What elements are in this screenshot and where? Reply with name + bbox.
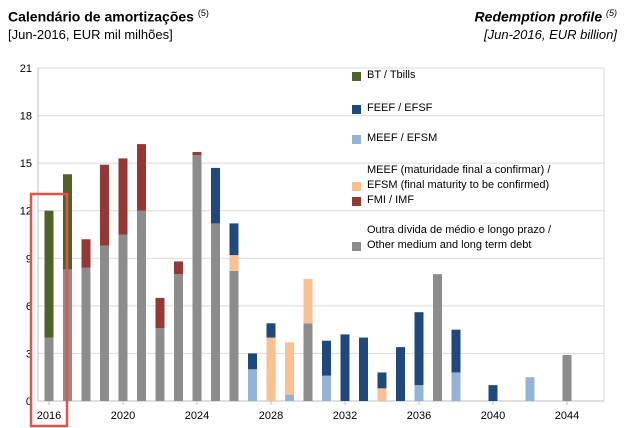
y-tick-label-12: 12 (20, 206, 32, 218)
y-tick-label-0: 0 (26, 396, 32, 408)
bar-fmi-2024 (192, 152, 202, 156)
legend-swatch-feef (352, 105, 361, 114)
bar-feef-2033 (359, 337, 368, 401)
bar-fmi-2021 (137, 144, 146, 211)
x-tick-label-2016: 2016 (37, 410, 61, 422)
bar-feef-2031 (322, 340, 331, 376)
bar-bt-2016 (44, 210, 54, 338)
bar-meef-2042 (525, 377, 535, 401)
bar-other-2020 (118, 234, 128, 401)
legend-label-meef: MEEF / EFSM (367, 131, 437, 146)
bar-other-2030 (303, 323, 313, 401)
bar-meef-2031 (322, 375, 331, 401)
bar-feef-2034 (377, 372, 387, 389)
bar-meef-2038 (451, 372, 461, 401)
chart-title-pt: Calendário de amortizações (5) (8, 8, 209, 25)
legend-label-meef_tbc: MEEF (maturidade final a confirmar) / EFS… (367, 163, 550, 193)
legend-swatch-fmi (352, 197, 361, 206)
legend-line: EFSM (final maturity to be confirmed) (367, 179, 550, 191)
bar-meef_tbc-2029 (285, 342, 294, 395)
bar-other-2018 (81, 267, 91, 401)
bar-other-2025 (211, 223, 220, 401)
legend-line: MEEF (maturidade final a confirmar) / (367, 164, 551, 176)
legend-swatch-bt (352, 72, 361, 81)
x-tick-label-2020: 2020 (111, 410, 135, 422)
bar-feef-2027 (248, 353, 257, 370)
bar-other-2023 (174, 274, 183, 401)
y-tick-label-21: 21 (20, 63, 32, 75)
bar-meef_tbc-2034 (377, 388, 387, 401)
bar-feef-2026 (229, 223, 239, 256)
bar-feef-2025 (211, 167, 220, 224)
legend-label-other: Outra dívida de médio e longo prazo / Oth… (367, 223, 551, 253)
bar-feef-2035 (396, 347, 405, 401)
x-tick-label-2044: 2044 (555, 410, 579, 422)
legend-line: MEEF / EFSM (367, 132, 438, 144)
bar-feef-2036 (414, 312, 424, 386)
bar-other-2016 (44, 337, 54, 401)
x-tick-label-2028: 2028 (259, 410, 283, 422)
bar-meef_tbc-2028 (266, 337, 276, 401)
highlight-box-2016 (29, 192, 69, 428)
legend-line: Other medium and long term debt (367, 239, 532, 251)
y-tick-label-3: 3 (26, 348, 32, 360)
y-tick-label-18: 18 (20, 111, 32, 123)
legend-line: BT / Tbills (367, 69, 416, 81)
legend-label-feef: FEEF / EFSF (367, 101, 432, 116)
legend-line: FMI / IMF (367, 194, 415, 206)
chart-subtitle-en: [Jun-2016, EUR billion] (484, 27, 617, 42)
bar-other-2019 (100, 245, 109, 401)
bar-other-2044 (562, 355, 572, 401)
legend-swatch-other (352, 242, 361, 251)
bar-fmi-2018 (81, 239, 91, 268)
chart-subtitle-pt: [Jun-2016, EUR mil milhões] (8, 27, 173, 42)
bar-fmi-2020 (118, 158, 128, 235)
bar-meef-2036 (414, 385, 424, 401)
bar-other-2026 (229, 270, 239, 401)
bar-other-2022 (155, 328, 165, 401)
title-pt-note: (5) (197, 8, 209, 18)
legend-swatch-meef_tbc (352, 182, 361, 191)
y-tick-label-15: 15 (20, 158, 32, 170)
bar-meef_tbc-2026 (229, 255, 239, 271)
bar-meef_tbc-2030 (303, 278, 313, 324)
x-tick-label-2036: 2036 (407, 410, 431, 422)
x-tick-label-2032: 2032 (333, 410, 357, 422)
legend-label-bt: BT / Tbills (367, 68, 416, 83)
bar-feef-2028 (266, 323, 276, 338)
y-tick-label-6: 6 (26, 301, 32, 313)
legend-line: FEEF / EFSF (367, 102, 433, 114)
bar-meef-2027 (248, 369, 257, 401)
bar-fmi-2019 (100, 164, 109, 246)
title-en-note: (5) (606, 8, 617, 18)
x-tick-label-2040: 2040 (481, 410, 505, 422)
bar-feef-2040 (488, 385, 498, 401)
x-tick-label-2024: 2024 (185, 410, 209, 422)
bar-other-2037 (433, 274, 442, 401)
bar-other-2021 (137, 210, 146, 401)
legend-label-fmi: FMI / IMF (367, 193, 414, 208)
y-tick-label-9: 9 (26, 253, 32, 265)
legend-line: Outra dívida de médio e longo prazo / (367, 224, 552, 236)
bar-fmi-2022 (155, 297, 165, 329)
chart-title-en: Redemption profile (5) (474, 8, 617, 25)
legend-swatch-meef (352, 135, 361, 144)
bar-feef-2032 (340, 334, 350, 401)
bar-fmi-2023 (174, 261, 183, 275)
bar-feef-2038 (451, 329, 461, 373)
bar-meef-2029 (285, 394, 294, 401)
bar-other-2024 (192, 155, 202, 401)
